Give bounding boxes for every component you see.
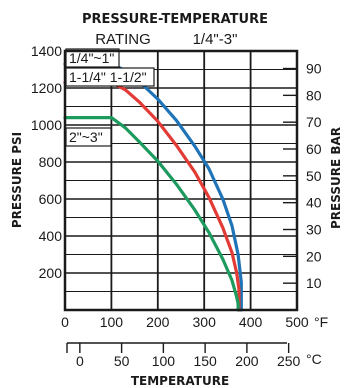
grid — [65, 51, 297, 310]
y-tick-label-psi: 400 — [39, 228, 63, 244]
x-tick-label-c: 250 — [277, 353, 301, 369]
y-tick-label-bar: 30 — [306, 222, 322, 238]
chart-subtitle-sizes: 1/4"-3" — [193, 31, 238, 48]
y-tick-label-psi: 1400 — [31, 43, 62, 59]
y-axis-label-right: PRESSURE BAR — [329, 127, 343, 229]
plot-frame — [63, 49, 299, 312]
x-tick-label-c: 50 — [114, 353, 130, 369]
chart-title: PRESSURE-TEMPERATURE — [82, 12, 268, 27]
chart-subtitle-label: RATING — [95, 31, 151, 48]
y-tick-label-bar: 70 — [306, 114, 322, 130]
y-tick-label-psi: 1200 — [31, 80, 62, 96]
x-unit-celsius: °C — [306, 351, 322, 367]
x-axis-label: TEMPERATURE — [131, 374, 229, 388]
x-tick-label-f: 200 — [146, 314, 170, 330]
x-tick-label-f: 0 — [61, 314, 69, 330]
y-tick-label-bar: 80 — [306, 87, 322, 103]
x-tick-label-c: 200 — [235, 353, 259, 369]
y-tick-label-psi: 200 — [39, 265, 63, 281]
x-tick-label-c: 150 — [193, 353, 217, 369]
x-unit-fahrenheit: °F — [314, 314, 328, 330]
legend-label-1: 1-1/4" 1-1/2" — [69, 69, 147, 85]
y-tick-label-bar: 20 — [306, 248, 322, 264]
x-tick-label-f: 500 — [285, 314, 309, 330]
x-tick-label-c: 100 — [152, 353, 176, 369]
series-line-2 — [63, 116, 240, 312]
y-tick-label-bar: 90 — [306, 61, 322, 77]
x-tick-label-f: 400 — [239, 314, 263, 330]
y-tick-label-bar: 40 — [306, 195, 322, 211]
x-tick-label-f: 100 — [100, 314, 124, 330]
tick-labels: 0 100 200 300 400 500200400600800100012001400… — [31, 43, 322, 369]
y-tick-label-psi: 600 — [39, 191, 63, 207]
legend-label-2: 2"~3" — [69, 129, 103, 145]
y-tick-label-bar: 10 — [306, 275, 322, 291]
y-tick-label-bar: 50 — [306, 168, 322, 184]
series-line-1 — [63, 80, 241, 312]
x-tick-label-f: 300 — [193, 314, 217, 330]
x-tick-label-c: 0 — [76, 353, 84, 369]
legend-label-0: 1/4"~1" — [69, 50, 114, 66]
y-tick-label-psi: 800 — [39, 154, 63, 170]
y-tick-label-bar: 60 — [306, 141, 322, 157]
y-axis-label-left: PRESSURE PSI — [10, 132, 24, 228]
legend: 1/4"~1" 1-1/4" 1-1/2" 2"~3" — [65, 48, 155, 147]
y-tick-label-psi: 1000 — [31, 117, 62, 133]
